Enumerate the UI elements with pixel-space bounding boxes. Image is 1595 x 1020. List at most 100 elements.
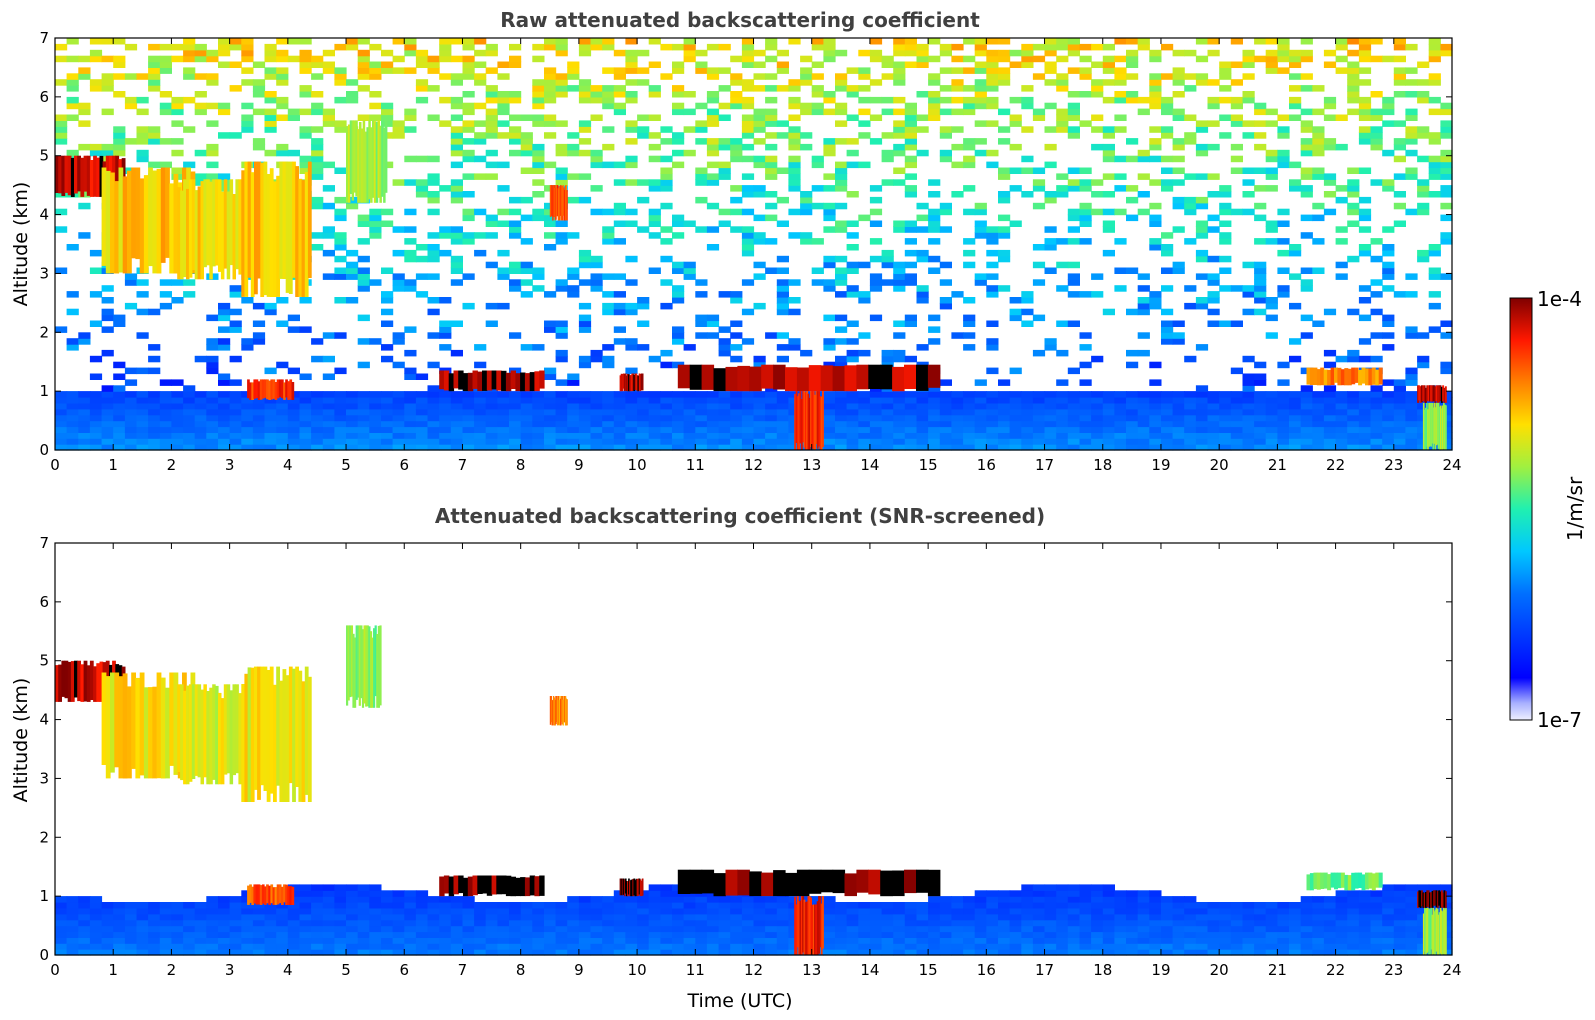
feature-cell <box>620 373 623 392</box>
signal-cell <box>1172 426 1185 433</box>
feature-cell <box>443 370 450 391</box>
signal-cell <box>823 143 836 151</box>
signal-cell <box>381 907 394 915</box>
signal-cell <box>322 949 335 956</box>
signal-cell <box>1149 414 1162 422</box>
signal-cell <box>998 167 1011 174</box>
signal-cell <box>392 285 405 292</box>
feature-cell <box>832 366 846 392</box>
signal-cell <box>1044 931 1057 938</box>
feature-cell <box>70 157 75 197</box>
signal-cell <box>1347 420 1360 428</box>
signal-cell <box>497 208 510 216</box>
signal-cell <box>206 55 219 63</box>
signal-cell <box>835 937 848 944</box>
signal-cell <box>509 220 522 227</box>
signal-cell <box>672 402 685 410</box>
signal-cell <box>427 931 440 938</box>
signal-cell <box>1079 937 1092 944</box>
signal-cell <box>404 937 417 944</box>
signal-cell <box>369 937 382 944</box>
signal-cell <box>113 391 126 398</box>
signal-cell <box>718 943 731 950</box>
signal-cell <box>439 438 452 445</box>
signal-cell <box>869 49 883 57</box>
signal-cell <box>1323 114 1337 121</box>
signal-cell <box>1102 931 1115 938</box>
signal-cell <box>1067 432 1080 439</box>
signal-cell <box>1207 279 1220 286</box>
signal-cell <box>1289 96 1302 104</box>
signal-cell <box>334 432 347 439</box>
signal-cell <box>1091 931 1104 938</box>
feature-cell <box>453 370 459 389</box>
signal-cell <box>741 279 755 286</box>
signal-cell <box>474 937 487 944</box>
signal-cell <box>1440 361 1453 369</box>
signal-cell <box>218 61 231 68</box>
signal-cell <box>939 85 952 92</box>
signal-cell <box>869 414 883 422</box>
signal-cell <box>1230 397 1243 404</box>
signal-cell <box>648 432 661 439</box>
signal-cell <box>974 925 987 933</box>
signal-cell <box>1184 432 1197 439</box>
signal-cell <box>602 426 615 433</box>
feature-cell <box>628 374 630 392</box>
signal-cell <box>916 149 929 157</box>
signal-cell <box>485 414 498 422</box>
signal-cell <box>287 408 300 416</box>
signal-cell <box>66 902 79 909</box>
signal-cell <box>1044 338 1057 345</box>
signal-cell <box>1358 43 1372 51</box>
signal-cell <box>136 308 149 316</box>
signal-cell <box>788 308 801 316</box>
signal-cell <box>846 338 859 345</box>
signal-cell <box>78 432 91 439</box>
signal-cell <box>1242 444 1255 451</box>
signal-cell <box>858 391 871 398</box>
signal-cell <box>1126 420 1139 428</box>
feature-cell <box>534 371 540 392</box>
signal-cell <box>206 73 219 80</box>
signal-cell <box>555 349 568 357</box>
signal-cell <box>485 925 498 933</box>
feature-cell <box>127 170 132 274</box>
signal-cell <box>741 155 755 163</box>
signal-cell <box>241 913 254 921</box>
signal-cell <box>392 420 405 428</box>
signal-cell <box>1265 397 1278 404</box>
signal-cell <box>1044 438 1057 445</box>
signal-cell <box>776 267 789 274</box>
signal-cell <box>1393 91 1406 98</box>
signal-cell <box>450 38 463 45</box>
signal-cell <box>1056 426 1069 433</box>
feature-cell <box>800 398 803 450</box>
signal-cell <box>1161 420 1174 428</box>
signal-cell <box>1219 902 1232 909</box>
signal-cell <box>1207 173 1220 180</box>
signal-cell <box>625 943 638 950</box>
signal-cell <box>590 937 603 944</box>
signal-cell <box>1102 420 1115 428</box>
signal-cell <box>893 220 906 227</box>
signal-cell <box>474 913 487 921</box>
signal-cell <box>252 138 266 145</box>
signal-cell <box>194 414 207 422</box>
signal-cell <box>776 67 789 74</box>
signal-cell <box>1021 43 1034 51</box>
signal-cell <box>1149 138 1162 145</box>
signal-cell <box>509 43 522 51</box>
feature-cell <box>621 374 624 392</box>
signal-cell <box>1114 173 1127 180</box>
signal-cell <box>835 355 848 363</box>
signal-cell <box>590 896 603 903</box>
signal-cell <box>1021 884 1034 891</box>
signal-cell <box>648 114 661 121</box>
signal-cell <box>1277 43 1290 51</box>
signal-cell <box>1021 408 1034 416</box>
feature-cell <box>510 370 516 389</box>
signal-cell <box>532 432 545 439</box>
signal-cell <box>1032 884 1046 891</box>
signal-cell <box>124 432 138 439</box>
